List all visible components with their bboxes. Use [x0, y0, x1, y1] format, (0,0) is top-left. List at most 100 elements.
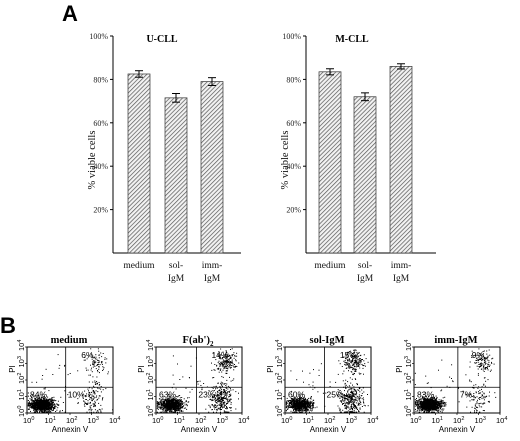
data-point — [363, 365, 365, 366]
y-tick-exponent: 3 — [146, 356, 152, 359]
data-point — [39, 400, 41, 402]
data-point — [220, 403, 222, 405]
data-point — [160, 402, 162, 404]
data-point — [84, 390, 86, 392]
data-point — [347, 403, 349, 405]
data-point — [344, 403, 346, 405]
data-point — [310, 398, 312, 400]
data-point — [98, 354, 100, 356]
data-point — [232, 363, 234, 365]
data-point — [161, 403, 162, 405]
x-tick-label: 101 — [303, 416, 314, 425]
data-point — [168, 400, 170, 402]
data-point — [362, 364, 364, 366]
data-point — [159, 402, 161, 404]
data-point — [305, 405, 307, 407]
data-point — [177, 404, 179, 405]
data-point — [208, 396, 210, 398]
data-point — [164, 409, 166, 411]
data-point — [27, 392, 29, 394]
data-point — [52, 374, 54, 375]
data-point — [103, 367, 105, 369]
x-tick-label: 102 — [66, 416, 77, 425]
data-point — [93, 364, 95, 366]
data-point — [359, 373, 361, 375]
data-point — [163, 399, 165, 401]
data-point — [299, 398, 301, 400]
data-point — [77, 402, 79, 404]
data-point — [295, 401, 297, 403]
data-point — [98, 366, 100, 368]
data-point — [354, 349, 356, 351]
data-point — [166, 405, 168, 407]
data-point — [88, 395, 90, 396]
data-point — [86, 369, 87, 371]
data-point — [95, 405, 96, 407]
data-point — [176, 402, 178, 404]
data-point — [38, 394, 40, 396]
data-point — [338, 390, 340, 392]
data-point — [343, 356, 345, 358]
data-point — [234, 355, 236, 357]
data-point — [175, 401, 177, 403]
data-point — [345, 406, 347, 408]
data-point — [358, 360, 360, 362]
data-point — [179, 409, 181, 411]
data-point — [296, 398, 298, 400]
data-point — [94, 391, 96, 393]
data-point — [289, 403, 290, 404]
data-point — [105, 388, 107, 390]
data-point — [107, 373, 109, 375]
data-point — [161, 409, 163, 411]
data-point — [351, 356, 353, 358]
data-point — [182, 405, 184, 407]
data-point — [222, 386, 223, 388]
data-point — [226, 361, 227, 363]
data-point — [99, 372, 100, 374]
data-point — [344, 407, 346, 409]
data-point — [347, 399, 348, 400]
data-point — [441, 408, 443, 410]
data-point — [172, 355, 174, 357]
data-point — [227, 354, 228, 356]
data-point — [232, 379, 234, 381]
data-point — [300, 411, 302, 413]
data-point — [318, 375, 320, 376]
data-point — [98, 360, 100, 362]
data-point — [181, 405, 183, 407]
data-point — [301, 407, 303, 409]
data-point — [35, 411, 37, 412]
data-point — [213, 395, 215, 397]
data-point — [36, 402, 38, 404]
data-point — [92, 362, 94, 364]
data-point — [353, 392, 355, 394]
data-point — [88, 374, 90, 376]
data-point — [347, 398, 349, 400]
data-point — [236, 352, 238, 354]
data-point — [41, 411, 43, 413]
data-point — [361, 392, 363, 394]
data-point — [219, 369, 221, 371]
data-point — [351, 410, 353, 412]
data-point — [364, 405, 366, 407]
data-point — [48, 403, 50, 405]
data-point — [213, 386, 215, 388]
data-point — [90, 364, 91, 366]
data-point — [50, 408, 52, 410]
data-point — [38, 400, 40, 402]
bar — [389, 66, 413, 254]
data-point — [219, 403, 221, 405]
data-point — [356, 392, 357, 394]
data-point — [212, 396, 214, 398]
data-point — [354, 401, 356, 403]
data-point — [342, 397, 344, 399]
data-point — [227, 355, 229, 357]
data-point — [296, 402, 298, 404]
data-point — [295, 405, 297, 407]
data-point — [174, 402, 176, 404]
data-point — [162, 401, 164, 403]
data-point — [222, 361, 224, 363]
data-point — [176, 399, 178, 401]
data-point — [167, 408, 169, 410]
data-point — [92, 398, 94, 400]
